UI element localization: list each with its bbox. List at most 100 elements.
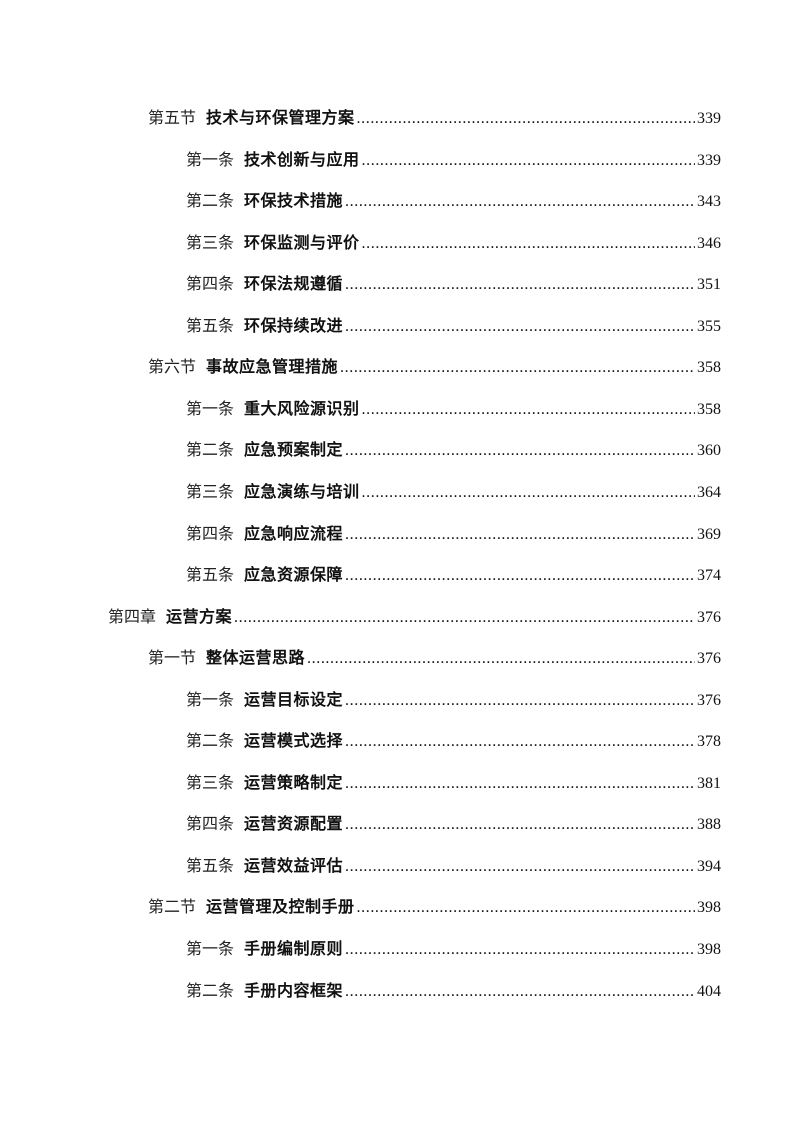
toc-entry-prefix: 第二节 — [148, 899, 197, 917]
toc-entry-prefix: 第五条 — [186, 567, 235, 585]
toc-entry-prefix: 第二条 — [186, 733, 235, 751]
toc-entry-prefix: 第二条 — [186, 193, 235, 211]
toc-entry-title: 运营资源配置 — [244, 814, 344, 834]
toc-entry-title: 环保监测与评价 — [244, 232, 360, 252]
toc-entry-page: 394 — [697, 857, 721, 875]
dot-leader — [362, 151, 695, 171]
dot-leader — [345, 441, 695, 461]
dot-leader — [345, 857, 695, 877]
toc-entry-title: 技术与环保管理方案 — [206, 108, 355, 127]
dot-leader — [345, 275, 695, 295]
dot-leader — [345, 525, 695, 545]
toc-entry-prefix: 第四章 — [108, 608, 157, 626]
toc-entry-prefix: 第六节 — [148, 359, 197, 377]
toc-entry-prefix: 第四条 — [186, 276, 235, 294]
dot-leader — [362, 400, 695, 420]
dot-leader — [345, 774, 695, 794]
dot-leader — [340, 358, 695, 378]
toc-entry-title: 应急预案制定 — [244, 440, 344, 460]
dot-leader — [307, 649, 695, 669]
toc-entry-title: 运营模式选择 — [244, 731, 344, 751]
toc-entry-page: 358 — [697, 400, 721, 418]
dot-leader — [345, 317, 695, 337]
toc-entry-page: 346 — [697, 234, 721, 252]
toc-entry-title: 环保技术措施 — [244, 191, 344, 211]
toc-entry-prefix: 第一条 — [186, 691, 235, 709]
toc-entry-prefix: 第二条 — [186, 982, 235, 1000]
toc-entry-prefix: 第一条 — [186, 941, 235, 958]
toc-entry-page: 376 — [697, 608, 721, 626]
toc-entry-page: 398 — [697, 899, 721, 917]
toc-entry-page: 388 — [697, 816, 721, 834]
toc-entry-prefix: 第五条 — [186, 317, 235, 335]
toc-entry-title: 运营策略制定 — [244, 772, 344, 792]
dot-leader — [362, 483, 695, 503]
dot-leader — [362, 234, 695, 254]
dot-leader — [234, 608, 695, 628]
toc-entry-prefix: 第二条 — [186, 442, 235, 460]
toc-entry-page: 381 — [697, 774, 721, 792]
dot-leader — [345, 815, 695, 835]
dot-leader — [345, 691, 695, 711]
dot-leader — [345, 732, 695, 752]
dot-leader — [345, 940, 695, 960]
toc-entry-prefix: 第一节 — [148, 650, 197, 668]
dot-leader — [345, 566, 695, 586]
toc-entry-page: 378 — [697, 733, 721, 751]
toc-entry-page: 358 — [697, 359, 721, 377]
toc-entry-title: 技术创新与应用 — [244, 149, 360, 169]
toc-entry-page: 376 — [697, 691, 721, 709]
toc-entry-title: 手册编制原则 — [244, 939, 344, 958]
toc-entry-prefix: 第一条 — [186, 400, 235, 418]
toc-entry-page: 398 — [697, 941, 721, 958]
dot-leader — [357, 109, 695, 129]
dot-leader — [357, 898, 695, 918]
toc-entry-title: 整体运营思路 — [206, 648, 306, 668]
toc-entry-title: 重大风险源识别 — [244, 398, 360, 418]
toc-entry-prefix: 第三条 — [186, 483, 235, 501]
toc-entry-page: 376 — [697, 650, 721, 668]
toc-entry-prefix: 第四条 — [186, 816, 235, 834]
toc-entry-page: 339 — [697, 110, 721, 127]
toc-entry-title: 运营管理及控制手册 — [206, 897, 355, 917]
toc-entry-title: 运营目标设定 — [244, 689, 344, 709]
toc-entry-page: 360 — [697, 442, 721, 460]
toc-entry-prefix: 第三条 — [186, 774, 235, 792]
toc-entry-title: 运营效益评估 — [244, 855, 344, 875]
toc-entry-title: 事故应急管理措施 — [206, 357, 339, 377]
toc-entry-title: 环保法规遵循 — [244, 274, 344, 294]
toc-entry-title: 运营方案 — [166, 606, 233, 626]
toc-entry-page: 364 — [697, 483, 721, 501]
toc-entry-prefix: 第三条 — [186, 234, 235, 252]
toc-entry-prefix: 第四条 — [186, 525, 235, 543]
toc-entry-title: 应急资源保障 — [244, 565, 344, 585]
toc-entry-page: 374 — [697, 567, 721, 585]
toc-entry-prefix: 第五条 — [186, 857, 235, 875]
toc-entry-title: 手册内容框架 — [244, 980, 344, 1000]
toc-entry-page: 355 — [697, 317, 721, 335]
toc-entry-title: 应急响应流程 — [244, 523, 344, 543]
toc-entry-prefix: 第一条 — [186, 151, 235, 169]
